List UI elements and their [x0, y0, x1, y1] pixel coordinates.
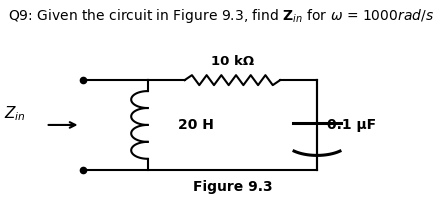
Text: 10 kΩ: 10 kΩ [211, 55, 254, 68]
Text: 20 H: 20 H [178, 118, 214, 132]
Text: Q9: Given the circuit in Figure 9.3, find $\mathbf{Z}_{in}$ for $\omega$ = 1000$: Q9: Given the circuit in Figure 9.3, fin… [8, 7, 435, 25]
Text: Figure 9.3: Figure 9.3 [193, 180, 272, 194]
Text: 0.1 μF: 0.1 μF [326, 118, 376, 132]
Text: $Z_{in}$: $Z_{in}$ [4, 105, 26, 123]
